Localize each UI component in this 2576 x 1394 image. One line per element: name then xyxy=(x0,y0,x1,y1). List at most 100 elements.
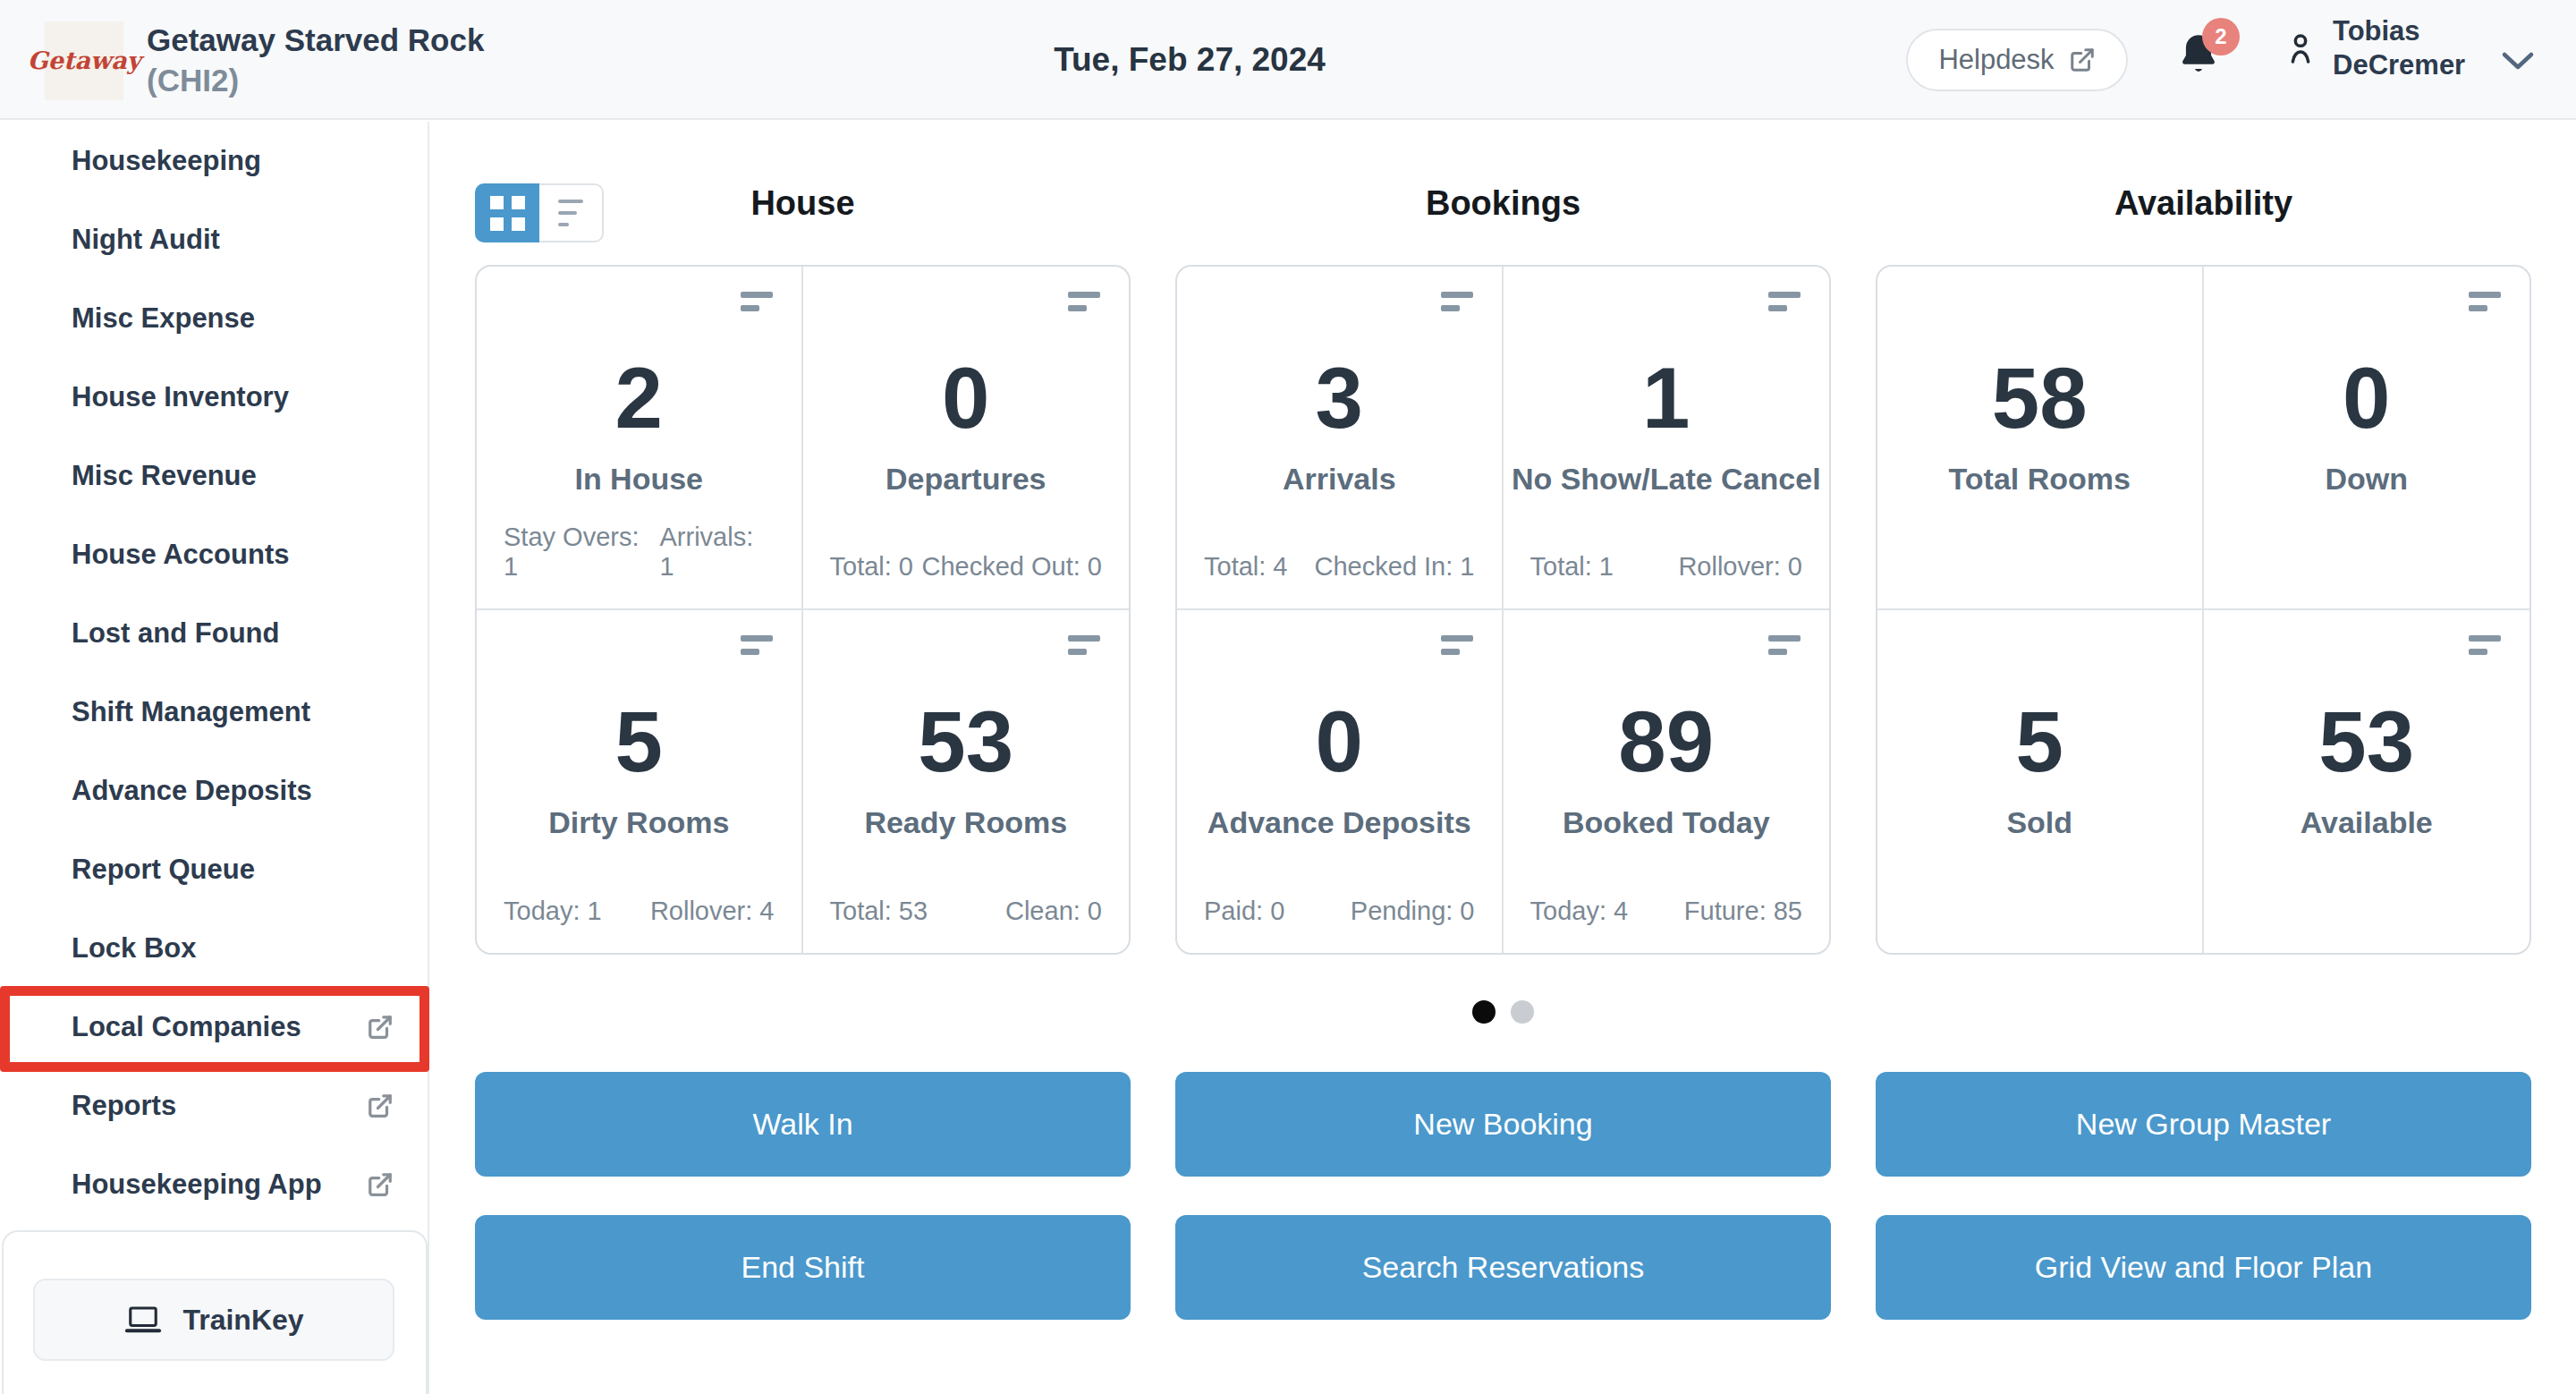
sidebar-item-label: Advance Deposits xyxy=(72,775,312,807)
sidebar-item-house-inventory[interactable]: House Inventory xyxy=(0,358,428,437)
sidebar-item-misc-expense[interactable]: Misc Expense xyxy=(0,279,428,358)
trainkey-button[interactable]: TrainKey xyxy=(33,1279,394,1361)
stat-label: Down xyxy=(2204,462,2530,497)
stat-value: 0 xyxy=(2204,349,2530,447)
sidebar-item-reports[interactable]: Reports xyxy=(0,1067,428,1145)
laptop-icon xyxy=(123,1305,163,1335)
sidebar-item-label: House Accounts xyxy=(72,539,289,571)
sidebar-item-report-queue[interactable]: Report Queue xyxy=(0,830,428,909)
filter-lines-icon xyxy=(741,635,773,655)
substat-right: Checked In: 1 xyxy=(1315,552,1475,582)
section-title-availability: Availability xyxy=(1876,184,2531,223)
stat-substats: Total: 4 Checked In: 1 xyxy=(1204,552,1475,582)
stat-label: Dirty Rooms xyxy=(477,805,801,840)
stat-value: 0 xyxy=(803,349,1130,447)
walk-in-button[interactable]: Walk In xyxy=(475,1072,1131,1177)
stat-card-dirty-rooms[interactable]: 5 Dirty Rooms Today: 1 Rollover: 4 xyxy=(477,610,803,954)
user-first-name: Tobias xyxy=(2333,14,2465,48)
stat-label: No Show/Late Cancel xyxy=(1504,462,1830,497)
person-icon xyxy=(2283,29,2318,68)
chevron-down-icon[interactable] xyxy=(2501,50,2535,72)
stat-card-down[interactable]: 0 Down xyxy=(2204,267,2530,610)
notification-badge: 2 xyxy=(2202,18,2240,55)
stat-value: 89 xyxy=(1504,693,1830,791)
filter-lines-icon xyxy=(741,292,773,311)
sidebar-item-label: Misc Expense xyxy=(72,302,255,335)
user-menu[interactable]: Tobias DeCremer xyxy=(2283,14,2465,82)
stat-label: In House xyxy=(477,462,801,497)
stat-substats: Stay Overs: 1 Arrivals: 1 xyxy=(504,523,775,582)
house-card-group: 2 In House Stay Overs: 1 Arrivals: 1 0 D… xyxy=(475,265,1131,955)
external-link-icon xyxy=(367,1092,394,1119)
stat-label: Departures xyxy=(803,462,1130,497)
external-link-icon xyxy=(367,1171,394,1198)
stat-card-arrivals[interactable]: 3 Arrivals Total: 4 Checked In: 1 xyxy=(1177,267,1504,610)
property-code: (CHI2) xyxy=(147,61,484,101)
stat-label: Available xyxy=(2204,805,2530,840)
substat-right: Clean: 0 xyxy=(1005,897,1102,926)
stat-card-departures[interactable]: 0 Departures Total: 0 Checked Out: 0 xyxy=(803,267,1130,610)
stat-substats: Paid: 0 Pending: 0 xyxy=(1204,897,1475,926)
sidebar-item-misc-revenue[interactable]: Misc Revenue xyxy=(0,437,428,515)
property-title: Getaway Starved Rock (CHI2) xyxy=(147,21,484,101)
substat-left: Today: 4 xyxy=(1530,897,1629,926)
sidebar-item-night-audit[interactable]: Night Audit xyxy=(0,200,428,279)
stat-value: 5 xyxy=(1877,693,2202,791)
substat-left: Total: 0 xyxy=(830,552,914,582)
stat-label: Sold xyxy=(1877,805,2202,840)
sidebar-item-house-accounts[interactable]: House Accounts xyxy=(0,515,428,594)
stat-value: 53 xyxy=(2204,693,2530,791)
stat-card-total-rooms[interactable]: 58 Total Rooms xyxy=(1877,267,2204,610)
stat-card-in-house[interactable]: 2 In House Stay Overs: 1 Arrivals: 1 xyxy=(477,267,803,610)
stat-value: 1 xyxy=(1504,349,1830,447)
filter-lines-icon xyxy=(1768,292,1801,311)
sidebar-item-lost-and-found[interactable]: Lost and Found xyxy=(0,594,428,673)
stat-value: 0 xyxy=(1177,693,1502,791)
stat-card-advance-deposits[interactable]: 0 Advance Deposits Paid: 0 Pending: 0 xyxy=(1177,610,1504,954)
sidebar-item-label: Housekeeping App xyxy=(72,1169,322,1201)
sidebar-item-housekeeping[interactable]: Housekeeping xyxy=(0,122,428,200)
end-shift-button[interactable]: End Shift xyxy=(475,1215,1131,1320)
pagination-dot[interactable] xyxy=(1511,1000,1534,1024)
pagination-dot-active[interactable] xyxy=(1472,1000,1496,1024)
sidebar-item-housekeeping-app[interactable]: Housekeeping App xyxy=(0,1145,428,1224)
section-title-bookings: Bookings xyxy=(1175,184,1831,223)
filter-lines-icon xyxy=(2469,292,2501,311)
new-group-master-button[interactable]: New Group Master xyxy=(1876,1072,2531,1177)
sidebar-item-label: Housekeeping xyxy=(72,145,261,177)
sidebar-item-label: Local Companies xyxy=(72,1011,301,1043)
sidebar-item-local-companies[interactable]: Local Companies xyxy=(0,988,428,1067)
stat-value: 3 xyxy=(1177,349,1502,447)
filter-lines-icon xyxy=(2469,635,2501,655)
notifications-button[interactable]: 2 xyxy=(2175,30,2247,93)
external-link-icon xyxy=(2069,47,2096,73)
brand: Getaway Getaway Starved Rock (CHI2) xyxy=(45,21,484,101)
stat-label: Total Rooms xyxy=(1877,462,2202,497)
substat-right: Future: 85 xyxy=(1684,897,1802,926)
substat-right: Rollover: 0 xyxy=(1678,552,1802,582)
stat-card-sold[interactable]: 5 Sold xyxy=(1877,610,2204,954)
substat-left: Total: 53 xyxy=(830,897,928,926)
search-reservations-button[interactable]: Search Reservations xyxy=(1175,1215,1831,1320)
sidebar-item-lock-box[interactable]: Lock Box xyxy=(0,909,428,988)
stat-substats: Total: 53 Clean: 0 xyxy=(830,897,1103,926)
new-booking-button[interactable]: New Booking xyxy=(1175,1072,1831,1177)
stat-card-booked-today[interactable]: 89 Booked Today Today: 4 Future: 85 xyxy=(1504,610,1830,954)
stat-card-ready-rooms[interactable]: 53 Ready Rooms Total: 53 Clean: 0 xyxy=(803,610,1130,954)
sidebar-item-advance-deposits[interactable]: Advance Deposits xyxy=(0,752,428,830)
section-title-house: House xyxy=(475,184,1131,223)
sidebar-item-shift-management[interactable]: Shift Management xyxy=(0,673,428,752)
grid-view-floor-plan-button[interactable]: Grid View and Floor Plan xyxy=(1876,1215,2531,1320)
substat-right: Arrivals: 1 xyxy=(659,523,774,582)
sidebar-item-label: House Inventory xyxy=(72,381,289,413)
sidebar-item-label: Lost and Found xyxy=(72,617,279,650)
helpdesk-button[interactable]: Helpdesk xyxy=(1906,29,2128,91)
stat-card-no-show-late-cancel[interactable]: 1 No Show/Late Cancel Total: 1 Rollover:… xyxy=(1504,267,1830,610)
current-date: Tue, Feb 27, 2024 xyxy=(966,0,1413,120)
stat-label: Ready Rooms xyxy=(803,805,1130,840)
stat-substats: Today: 1 Rollover: 4 xyxy=(504,897,775,926)
stat-card-available[interactable]: 53 Available xyxy=(2204,610,2530,954)
bookings-card-group: 3 Arrivals Total: 4 Checked In: 1 1 No S… xyxy=(1175,265,1831,955)
substat-left: Stay Overs: 1 xyxy=(504,523,659,582)
trainkey-label: TrainKey xyxy=(182,1304,303,1337)
